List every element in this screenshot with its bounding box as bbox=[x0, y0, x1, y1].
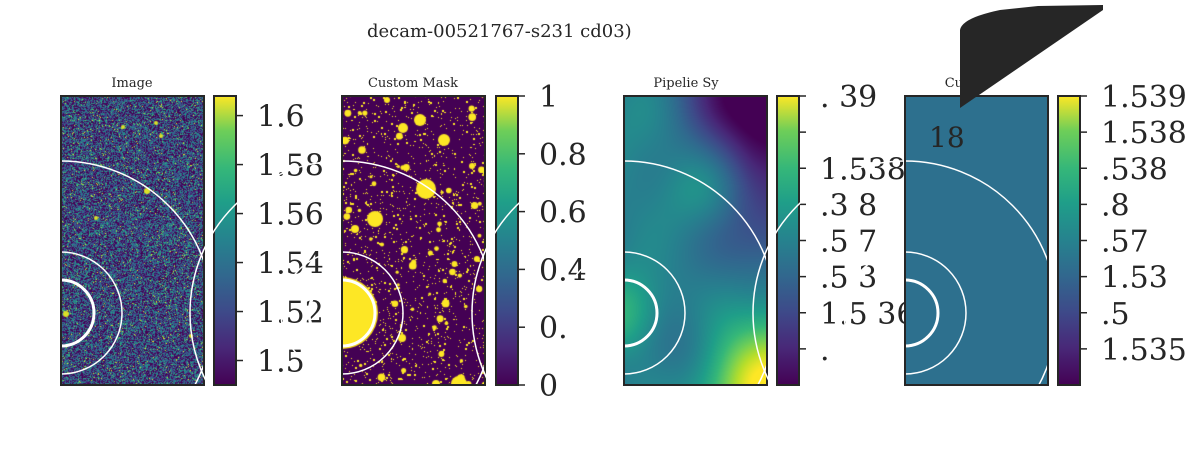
colorbar-tick-label: .57 bbox=[1101, 225, 1149, 260]
colorbar-tick-label: 1.54 bbox=[257, 247, 324, 282]
colorbar-tick-label: 0.4 bbox=[539, 253, 587, 288]
colorbar-tick-label: 1.56 bbox=[257, 198, 324, 233]
colorbar-ticks: 10.80.60.40.0 bbox=[518, 80, 587, 404]
colorbar-tick-label: 1.535 bbox=[1101, 333, 1187, 368]
colorbar-tick-label: 1.5 bbox=[257, 345, 305, 380]
colorbar-tick-label: 0.6 bbox=[539, 196, 587, 231]
colorbar-tick-label: 0.8 bbox=[539, 138, 587, 173]
colorbar-tick-label: 1.538 bbox=[820, 152, 906, 187]
colorbar-tick-label: . 39 bbox=[820, 80, 877, 115]
colorbar-tick-label: .5 7 bbox=[820, 225, 877, 260]
figure-suptitle: decam-00521767-s231 cd03) bbox=[367, 21, 632, 42]
panel-pipeline-sky: Pipelie Sy . 391.538.3 8.5 7.5 31.5 36. bbox=[471, 76, 915, 450]
colorbar-tick-label: .5 bbox=[1101, 297, 1130, 332]
custom-sky-heatmap bbox=[905, 96, 1048, 385]
colorbar-tick-label: 1.5 36 bbox=[820, 297, 915, 332]
colorbar-gradient bbox=[496, 96, 518, 385]
colorbar-frame bbox=[495, 95, 519, 386]
colorbar: 10.80.60.40.0 bbox=[495, 80, 587, 404]
colorbar-tick-label: 1.6 bbox=[257, 100, 305, 135]
colorbar-gradient bbox=[777, 96, 799, 385]
panel-title: Image bbox=[111, 76, 153, 91]
colorbar-tick-label: .3 8 bbox=[820, 188, 877, 223]
panel-image: Image 1.6 1.58 1.56 1.54 1.52 1.5 bbox=[0, 76, 324, 450]
colorbar-tick-label: 1.52 bbox=[257, 296, 324, 331]
colorbar-tick-label: 1 bbox=[539, 80, 558, 115]
colorbar-tick-label: .538 bbox=[1101, 152, 1168, 187]
colorbar-tick-label: . bbox=[820, 333, 830, 368]
pipeline-sky-heatmap bbox=[624, 96, 767, 385]
colorbar-tick-label: .8 bbox=[1101, 188, 1130, 223]
colorbar-tick-label: 0 bbox=[539, 369, 558, 404]
colorbar-tick-label: 1.53 bbox=[1101, 261, 1168, 296]
occluder-shape bbox=[960, 5, 1103, 108]
colorbar-tick-label: 1.58 bbox=[257, 149, 324, 184]
image-heatmap bbox=[61, 96, 204, 385]
colorbar-gradient bbox=[1058, 96, 1080, 385]
panel-title: Custom Mask bbox=[368, 76, 458, 91]
panel-annotation: 18 bbox=[929, 121, 965, 154]
axes-frame bbox=[341, 95, 486, 386]
axes-frame bbox=[623, 95, 768, 386]
colorbar-ticks: 1.6 1.58 1.56 1.54 1.52 1.5 bbox=[236, 100, 324, 380]
panel-custom-mask: Custom Mask 10.80.60.40.0 bbox=[189, 76, 587, 450]
colorbar-frame bbox=[213, 95, 237, 386]
colorbar: . 391.538.3 8.5 7.5 31.5 36. bbox=[776, 80, 915, 386]
mask-heatmap bbox=[342, 96, 485, 385]
axes-frame bbox=[60, 95, 205, 386]
panel-title: Pipelie Sy bbox=[653, 76, 719, 91]
colorbar-ticks: . 391.538.3 8.5 7.5 31.5 36. bbox=[799, 80, 915, 368]
colorbar-gradient bbox=[214, 96, 236, 385]
colorbar: 1.6 1.58 1.56 1.54 1.52 1.5 bbox=[213, 95, 324, 386]
colorbar-tick-label: 1.538 bbox=[1101, 116, 1187, 151]
colorbar-tick-label: 1.539 bbox=[1101, 80, 1187, 115]
